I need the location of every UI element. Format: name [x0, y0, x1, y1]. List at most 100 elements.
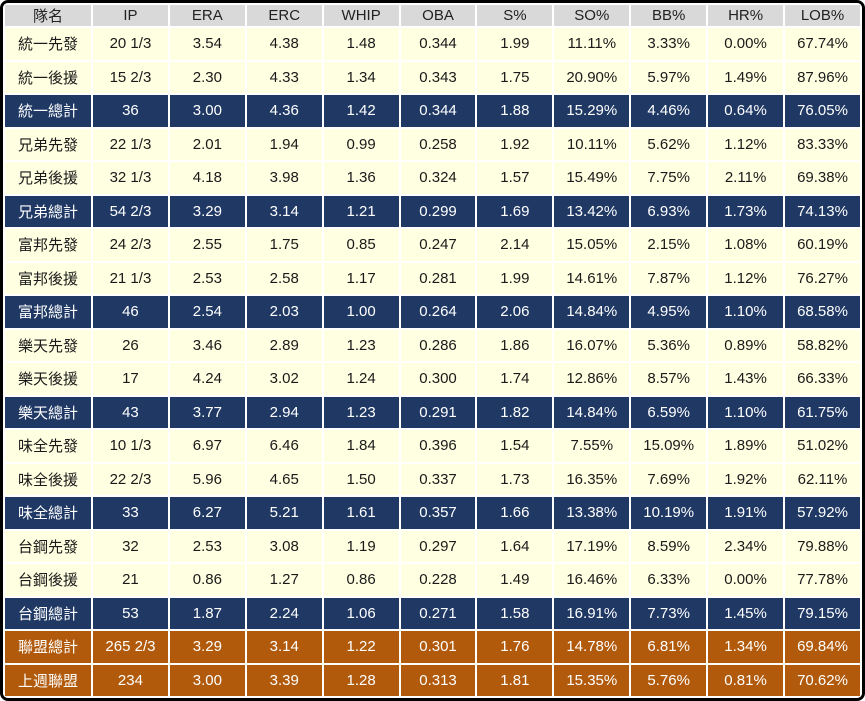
team-name-cell: 台鋼總計: [3, 595, 93, 631]
table-row: 兄弟後援 32 1/3 4.18 3.98 1.36 0.324 1.57 15.49% 7.7…: [3, 160, 862, 196]
stat-value-cell: 20 1/3: [91, 26, 170, 62]
stat-value-cell: 2.53: [167, 528, 247, 564]
stat-value-cell: 0.89%: [706, 327, 786, 363]
team-name-cell: 上週聯盟: [3, 662, 93, 698]
stat-value-cell: 1.73: [475, 461, 555, 497]
stat-value-cell: 1.42: [321, 93, 401, 129]
stat-value-cell: 7.69%: [629, 461, 709, 497]
stat-value-cell: 8.57%: [629, 361, 709, 397]
stat-value-cell: 46: [91, 294, 170, 330]
stat-value-cell: 2.24: [244, 595, 324, 631]
stat-value-cell: 0.271: [398, 595, 478, 631]
table-row: 統一先發 20 1/3 3.54 4.38 1.48 0.344 1.99 11.11% 3.3…: [3, 26, 862, 62]
column-header: WHIP: [321, 3, 401, 28]
stat-value-cell: 6.46: [244, 428, 324, 464]
stat-value-cell: 2.53: [167, 260, 247, 296]
column-header: LOB%: [783, 3, 862, 28]
stat-value-cell: 3.39: [244, 662, 324, 698]
stat-value-cell: 3.00: [167, 93, 247, 129]
stat-value-cell: 16.91%: [552, 595, 632, 631]
stat-value-cell: 1.10%: [706, 294, 786, 330]
stat-value-cell: 6.33%: [629, 562, 709, 598]
stat-value-cell: 0.324: [398, 160, 478, 196]
stat-value-cell: 2.34%: [706, 528, 786, 564]
stat-value-cell: 70.62%: [783, 662, 862, 698]
stat-value-cell: 1.99: [475, 26, 555, 62]
stat-value-cell: 2.01: [167, 126, 247, 162]
team-name-cell: 兄弟先發: [3, 126, 93, 162]
team-name-cell: 味全總計: [3, 495, 93, 531]
stat-value-cell: 1.76: [475, 629, 555, 665]
table-row: 樂天總計 43 3.77 2.94 1.23 0.291 1.82 14.84% 6.59% 1.…: [3, 394, 862, 430]
stat-value-cell: 3.08: [244, 528, 324, 564]
stat-value-cell: 32: [91, 528, 170, 564]
table-row: 統一總計 36 3.00 4.36 1.42 0.344 1.88 15.29% 4.46% 0.…: [3, 93, 862, 129]
stat-value-cell: 58.82%: [783, 327, 862, 363]
stat-value-cell: 6.93%: [629, 193, 709, 229]
stat-value-cell: 62.11%: [783, 461, 862, 497]
stat-value-cell: 67.74%: [783, 26, 862, 62]
stat-value-cell: 3.00: [167, 662, 247, 698]
stat-value-cell: 3.29: [167, 193, 247, 229]
stat-value-cell: 14.61%: [552, 260, 632, 296]
team-name-cell: 富邦後援: [3, 260, 93, 296]
table-row: 台鋼後援 21 0.86 1.27 0.86 0.228 1.49 16.46% 6.33% 0.…: [3, 562, 862, 598]
stat-value-cell: 2.11%: [706, 160, 786, 196]
team-name-cell: 台鋼先發: [3, 528, 93, 564]
stat-value-cell: 0.286: [398, 327, 478, 363]
stat-value-cell: 0.337: [398, 461, 478, 497]
stat-value-cell: 1.61: [321, 495, 401, 531]
stat-value-cell: 3.02: [244, 361, 324, 397]
stat-value-cell: 5.21: [244, 495, 324, 531]
stat-value-cell: 3.98: [244, 160, 324, 196]
stat-value-cell: 5.96: [167, 461, 247, 497]
stat-value-cell: 3.77: [167, 394, 247, 430]
stat-value-cell: 2.58: [244, 260, 324, 296]
table-row: 聯盟總計 265 2/3 3.29 3.14 1.22 0.301 1.76 14.78% 6.…: [3, 629, 862, 665]
stat-value-cell: 6.27: [167, 495, 247, 531]
stat-value-cell: 66.33%: [783, 361, 862, 397]
team-name-cell: 兄弟後援: [3, 160, 93, 196]
stat-value-cell: 1.87: [167, 595, 247, 631]
stat-value-cell: 54 2/3: [91, 193, 170, 229]
stat-value-cell: 1.57: [475, 160, 555, 196]
stat-value-cell: 3.14: [244, 193, 324, 229]
stat-value-cell: 60.19%: [783, 227, 862, 263]
stat-value-cell: 1.64: [475, 528, 555, 564]
stat-value-cell: 26: [91, 327, 170, 363]
stat-value-cell: 83.33%: [783, 126, 862, 162]
stat-value-cell: 0.297: [398, 528, 478, 564]
stat-value-cell: 1.50: [321, 461, 401, 497]
stat-value-cell: 0.247: [398, 227, 478, 263]
stat-value-cell: 6.81%: [629, 629, 709, 665]
stat-value-cell: 1.94: [244, 126, 324, 162]
team-name-cell: 富邦先發: [3, 227, 93, 263]
column-header: HR%: [706, 3, 786, 28]
stat-value-cell: 53: [91, 595, 170, 631]
column-header: ERC: [244, 3, 324, 28]
stat-value-cell: 24 2/3: [91, 227, 170, 263]
stat-value-cell: 1.91%: [706, 495, 786, 531]
stat-value-cell: 2.14: [475, 227, 555, 263]
stat-value-cell: 15 2/3: [91, 59, 170, 95]
stat-value-cell: 1.66: [475, 495, 555, 531]
column-header: SO%: [552, 3, 632, 28]
stat-value-cell: 0.299: [398, 193, 478, 229]
stat-value-cell: 5.97%: [629, 59, 709, 95]
stat-value-cell: 76.05%: [783, 93, 862, 129]
stat-value-cell: 69.84%: [783, 629, 862, 665]
column-header: OBA: [398, 3, 478, 28]
stat-value-cell: 22 2/3: [91, 461, 170, 497]
stat-value-cell: 1.86: [475, 327, 555, 363]
table-header-row: 隊名 IP ERA ERC WHIP OBA S% SO% BB% HR% LOB%: [3, 3, 862, 28]
stat-value-cell: 17.19%: [552, 528, 632, 564]
stat-value-cell: 0.86: [167, 562, 247, 598]
stat-value-cell: 0.344: [398, 26, 478, 62]
stat-value-cell: 3.46: [167, 327, 247, 363]
stat-value-cell: 1.92%: [706, 461, 786, 497]
column-header: 隊名: [3, 3, 93, 28]
stat-value-cell: 1.84: [321, 428, 401, 464]
table-row: 台鋼先發 32 2.53 3.08 1.19 0.297 1.64 17.19% 8.59% 2.…: [3, 528, 862, 564]
column-header: ERA: [167, 3, 247, 28]
